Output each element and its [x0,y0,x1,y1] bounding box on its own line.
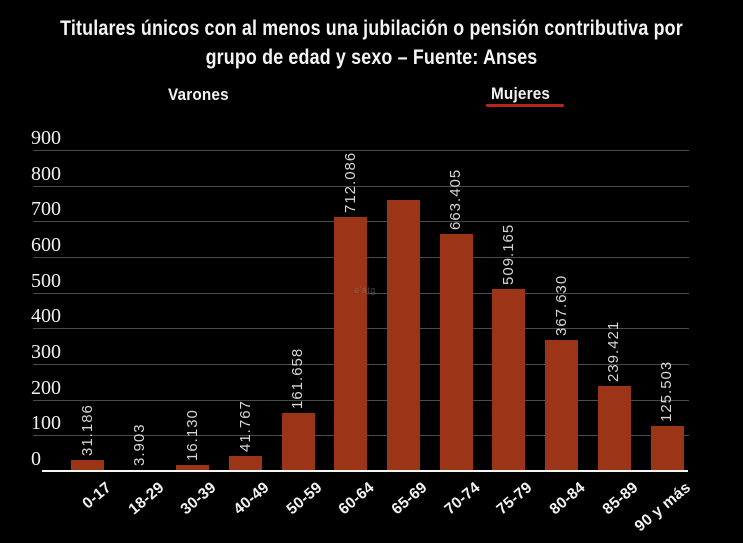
bar-value-label-40-49: 41.767 [236,400,254,453]
x-axis-label-65-69: 65-69 [388,479,431,519]
bar-65-69 [387,199,421,471]
y-axis-tick-900: 900 [31,127,61,149]
bar-value-label-70-74: 663.405 [447,169,465,231]
y-axis-tick-300: 300 [31,341,61,363]
bar-70-74 [439,234,473,471]
y-axis-tick-500: 500 [31,269,61,292]
y-axis-tick-600: 600 [31,234,61,256]
x-axis-label-wrap-65-69: 65-69 [379,479,430,518]
x-axis-label-wrap-40-49: 40-49 [221,479,272,518]
x-axis-label-0-17: 0-17 [79,479,115,513]
x-axis-label-wrap-75-79: 75-79 [484,479,536,518]
x-axis-line [42,470,688,472]
chart-title: Titulares únicos con al menos una jubila… [56,14,688,72]
x-axis-label-wrap-0-17: 0-17 [72,479,114,512]
mujeres-underline [486,104,564,107]
x-axis-label-50-59: 50-59 [283,479,326,519]
gridline-900 [33,150,689,151]
x-axis-label-wrap-30-39: 30-39 [168,479,220,518]
bar-value-label-60-64: 712.086 [341,151,359,213]
bar-value-label-18-29: 3.903 [131,423,149,466]
x-axis-label-75-79: 75-79 [493,479,536,519]
x-axis-label-70-74: 70-74 [441,479,484,519]
bar-75-79 [492,289,526,471]
y-axis-tick-400: 400 [31,305,61,328]
bar-80-84 [545,339,579,471]
x-axis-label-80-84: 80-84 [546,479,589,519]
x-axis-label-30-39: 30-39 [177,479,220,519]
watermark: e'atg [354,285,376,295]
x-axis-label-90 y más: 90 y más [631,479,694,536]
x-axis-label-40-49: 40-49 [230,479,273,519]
y-axis-tick-700: 700 [31,198,61,221]
y-axis-tick-200: 200 [31,376,61,399]
bar-90 y más [650,426,684,471]
bar-value-label-30-39: 16.130 [183,409,201,462]
bar-50-59 [281,413,315,471]
bar-value-label-75-79: 509.165 [499,224,517,286]
chart-title-line-2: grupo de edad y sexo – Fuente: Anses [205,46,538,69]
y-axis-tick-100: 100 [31,412,61,435]
x-axis-label-18-29: 18-29 [125,479,168,519]
legend-mujeres-label: Mujeres [491,84,551,103]
bar-value-label-85-89: 239.421 [605,320,623,382]
gridline-800 [33,185,689,187]
bar-value-label-80-84: 367.630 [552,274,570,336]
bar-40-49 [229,456,262,471]
bar-60-64 [334,217,368,471]
bar-value-label-90 y más: 125.503 [658,360,675,423]
x-axis-label-wrap-18-29: 18-29 [116,479,167,518]
x-axis-label-60-64: 60-64 [335,479,378,519]
legend-varones-label: Varones [168,85,229,104]
x-axis-label-wrap-80-84: 80-84 [537,479,588,518]
x-axis-label-wrap-70-74: 70-74 [432,479,483,518]
bar-85-89 [597,385,631,471]
bar-0-17 [71,459,104,471]
y-axis-tick-800: 800 [31,162,61,185]
bar-value-label-50-59: 161.658 [289,348,307,410]
y-axis-tick-0: 0 [31,448,41,470]
x-axis-label-wrap-60-64: 60-64 [326,479,378,518]
bar-30-39 [176,465,210,471]
x-axis-label-wrap-90 y más: 90 y más [616,479,694,535]
x-axis-label-wrap-50-59: 50-59 [274,479,325,518]
bar-value-label-0-17: 31.186 [78,404,96,456]
chart-title-line-1: Titulares únicos con al menos una jubila… [60,17,683,40]
